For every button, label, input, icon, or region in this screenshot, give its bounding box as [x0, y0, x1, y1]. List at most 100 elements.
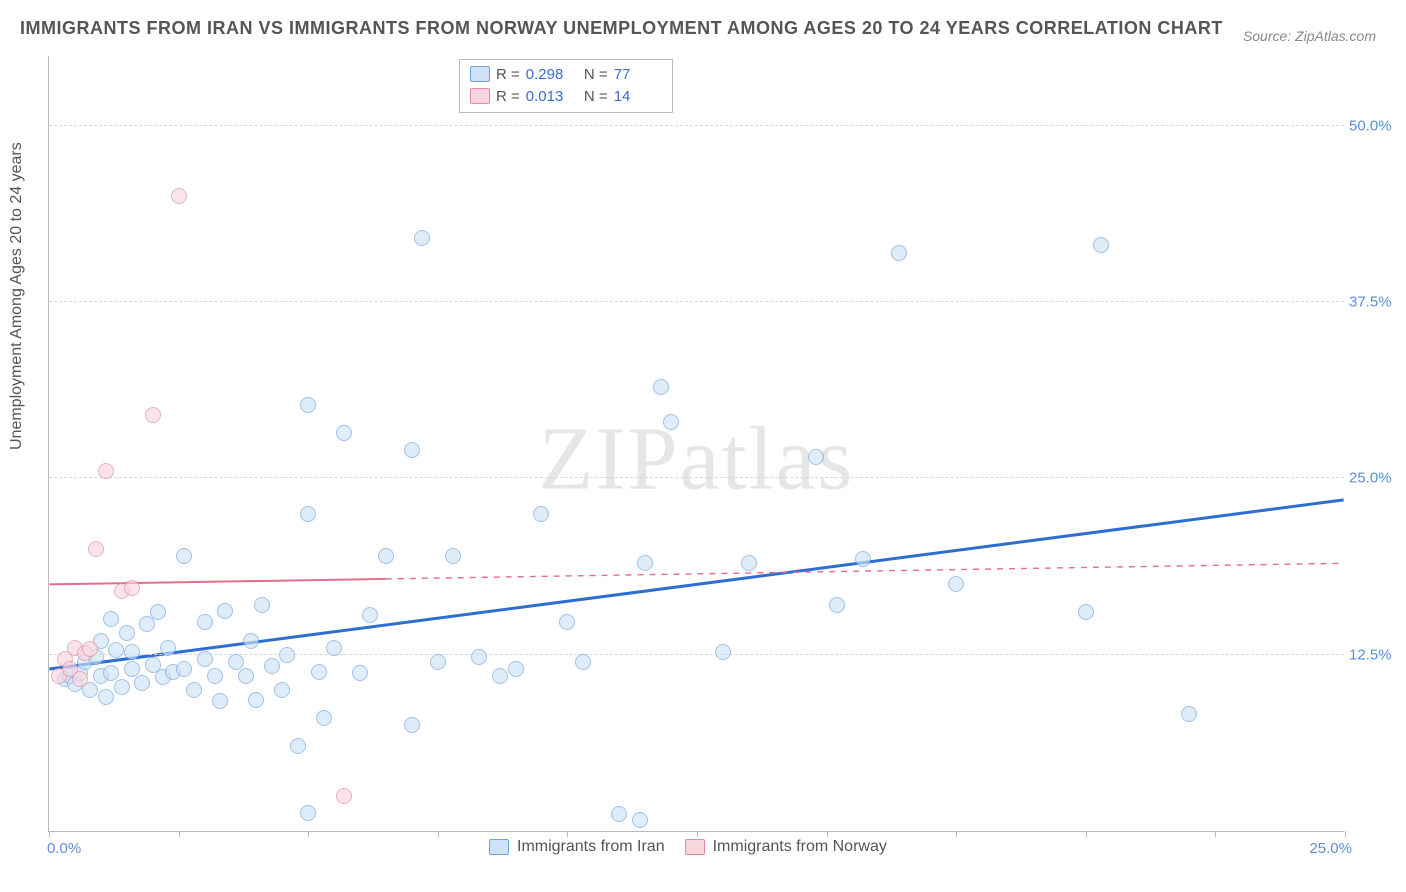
- x-tick: [827, 831, 828, 837]
- data-point: [108, 642, 124, 658]
- data-point: [414, 230, 430, 246]
- data-point: [279, 647, 295, 663]
- watermark: ZIPatlas: [539, 408, 855, 511]
- data-point: [611, 806, 627, 822]
- data-point: [176, 661, 192, 677]
- data-point: [150, 604, 166, 620]
- scatter-plot: ZIPatlas R =0.298 N =77R =0.013 N =14 0.…: [48, 56, 1344, 832]
- x-tick: [956, 831, 957, 837]
- r-legend-row: R =0.013 N =14: [470, 85, 662, 107]
- x-tick: [179, 831, 180, 837]
- data-point: [471, 649, 487, 665]
- data-point: [430, 654, 446, 670]
- data-point: [855, 551, 871, 567]
- data-point: [197, 651, 213, 667]
- r-value: 0.013: [526, 88, 574, 105]
- trend-lines: [49, 56, 1344, 831]
- x-origin-label: 0.0%: [47, 840, 81, 857]
- data-point: [88, 541, 104, 557]
- data-point: [404, 442, 420, 458]
- data-point: [404, 717, 420, 733]
- legend-swatch: [489, 839, 509, 855]
- data-point: [264, 658, 280, 674]
- y-tick-label: 37.5%: [1349, 293, 1399, 310]
- data-point: [948, 576, 964, 592]
- data-point: [290, 738, 306, 754]
- data-point: [653, 379, 669, 395]
- x-tick: [1345, 831, 1346, 837]
- data-point: [741, 555, 757, 571]
- x-tick: [438, 831, 439, 837]
- legend-label: Immigrants from Norway: [713, 838, 887, 856]
- legend-item: Immigrants from Iran: [489, 838, 665, 856]
- data-point: [82, 641, 98, 657]
- data-point: [103, 611, 119, 627]
- n-label: N =: [580, 88, 608, 105]
- data-point: [119, 625, 135, 641]
- data-point: [362, 607, 378, 623]
- data-point: [829, 597, 845, 613]
- gridline: [49, 125, 1344, 126]
- data-point: [145, 407, 161, 423]
- n-label: N =: [580, 66, 608, 83]
- data-point: [217, 603, 233, 619]
- data-point: [891, 245, 907, 261]
- data-point: [1093, 237, 1109, 253]
- gridline: [49, 654, 1344, 655]
- data-point: [248, 692, 264, 708]
- data-point: [212, 693, 228, 709]
- data-point: [300, 506, 316, 522]
- r-value: 0.298: [526, 66, 574, 83]
- data-point: [207, 668, 223, 684]
- data-point: [114, 679, 130, 695]
- x-tick: [1215, 831, 1216, 837]
- data-point: [243, 633, 259, 649]
- data-point: [238, 668, 254, 684]
- r-label: R =: [496, 66, 520, 83]
- y-tick-label: 25.0%: [1349, 470, 1399, 487]
- y-axis-label: Unemployment Among Ages 20 to 24 years: [8, 142, 26, 450]
- data-point: [352, 665, 368, 681]
- legend-swatch: [470, 66, 490, 82]
- data-point: [508, 661, 524, 677]
- data-point: [197, 614, 213, 630]
- data-point: [336, 425, 352, 441]
- data-point: [254, 597, 270, 613]
- data-point: [637, 555, 653, 571]
- legend-swatch: [685, 839, 705, 855]
- data-point: [124, 661, 140, 677]
- x-max-label: 25.0%: [1309, 840, 1352, 857]
- legend-label: Immigrants from Iran: [517, 838, 665, 856]
- x-tick: [49, 831, 50, 837]
- data-point: [124, 644, 140, 660]
- data-point: [1078, 604, 1094, 620]
- data-point: [228, 654, 244, 670]
- data-point: [300, 805, 316, 821]
- data-point: [300, 397, 316, 413]
- series-legend: Immigrants from Iran Immigrants from Norw…: [489, 838, 887, 856]
- data-point: [72, 671, 88, 687]
- chart-title: IMMIGRANTS FROM IRAN VS IMMIGRANTS FROM …: [20, 18, 1223, 39]
- data-point: [632, 812, 648, 828]
- n-value: 77: [614, 66, 662, 83]
- data-point: [559, 614, 575, 630]
- data-point: [663, 414, 679, 430]
- x-tick: [697, 831, 698, 837]
- data-point: [134, 675, 150, 691]
- data-point: [316, 710, 332, 726]
- data-point: [103, 665, 119, 681]
- data-point: [378, 548, 394, 564]
- legend-swatch: [470, 88, 490, 104]
- data-point: [445, 548, 461, 564]
- data-point: [98, 463, 114, 479]
- y-tick-label: 12.5%: [1349, 646, 1399, 663]
- data-point: [808, 449, 824, 465]
- n-value: 14: [614, 88, 662, 105]
- data-point: [171, 188, 187, 204]
- data-point: [311, 664, 327, 680]
- data-point: [336, 788, 352, 804]
- r-legend: R =0.298 N =77R =0.013 N =14: [459, 59, 673, 113]
- data-point: [176, 548, 192, 564]
- data-point: [98, 689, 114, 705]
- data-point: [715, 644, 731, 660]
